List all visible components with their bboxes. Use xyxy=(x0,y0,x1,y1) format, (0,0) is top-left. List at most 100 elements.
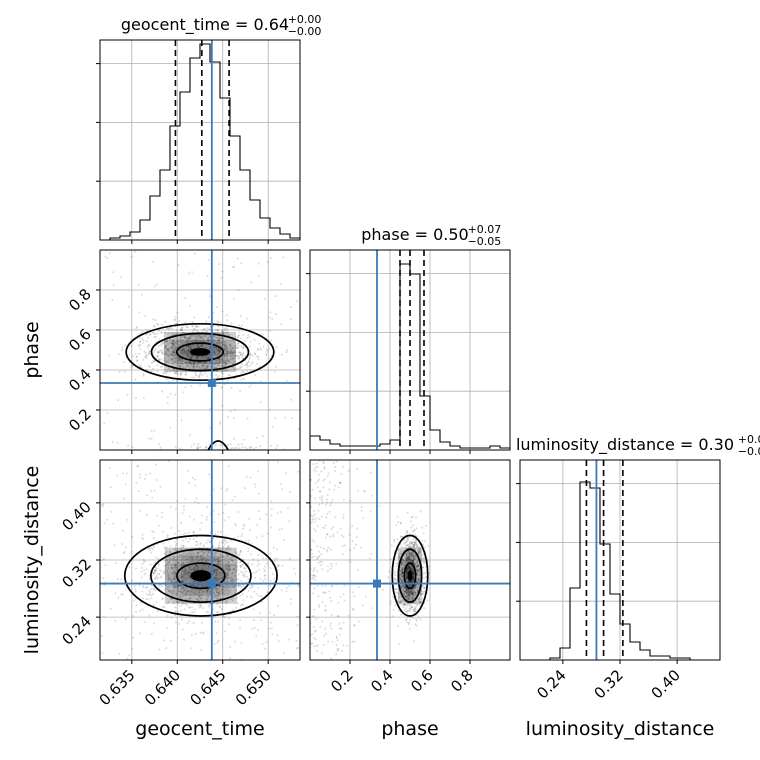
sample-point xyxy=(213,568,216,571)
sample-point xyxy=(158,338,161,341)
sample-point xyxy=(206,554,209,557)
sample-point xyxy=(184,594,187,596)
sample-point xyxy=(408,609,410,612)
sample-point xyxy=(198,594,201,597)
sample-point xyxy=(251,563,254,566)
sample-point xyxy=(186,352,189,355)
sample-point xyxy=(218,605,221,608)
sample-point xyxy=(408,589,411,592)
sample-point xyxy=(207,559,210,562)
sample-point xyxy=(265,348,268,351)
sample-point xyxy=(198,373,201,376)
sample-point xyxy=(184,373,187,376)
sample-point xyxy=(395,588,398,591)
sample-point xyxy=(332,533,335,536)
sample-point xyxy=(250,445,253,448)
sample-point xyxy=(411,592,414,595)
sample-point xyxy=(401,571,404,574)
sample-point xyxy=(338,622,341,625)
sample-point xyxy=(175,564,178,567)
sample-point xyxy=(239,352,242,354)
sample-point xyxy=(240,353,242,356)
sample-point xyxy=(330,562,333,565)
sample-point xyxy=(428,565,431,568)
sample-point xyxy=(162,340,165,343)
sample-point xyxy=(410,542,413,545)
sample-point xyxy=(195,324,198,327)
sample-point xyxy=(167,573,170,576)
sample-point xyxy=(418,546,421,549)
sample-point xyxy=(209,540,212,543)
tick-label-x-geocent_time: 0.640 xyxy=(141,666,184,709)
sample-point xyxy=(173,351,176,353)
sample-point xyxy=(205,366,208,369)
sample-point xyxy=(205,610,208,613)
sample-point xyxy=(245,575,248,578)
sample-point xyxy=(311,488,314,491)
sample-point xyxy=(212,334,215,337)
sample-point xyxy=(266,350,269,353)
sample-point xyxy=(216,641,219,644)
sample-point xyxy=(242,599,245,602)
sample-point xyxy=(142,597,145,600)
sample-point xyxy=(191,325,194,328)
sample-point xyxy=(229,591,232,594)
sample-point xyxy=(153,588,156,591)
sample-point xyxy=(417,598,420,601)
sample-point xyxy=(263,297,266,300)
sample-point xyxy=(162,530,164,533)
sample-point xyxy=(216,530,219,533)
sample-point xyxy=(217,341,220,344)
sample-point xyxy=(192,321,194,323)
sample-point xyxy=(224,360,227,363)
sample-point xyxy=(196,447,199,450)
tick-label-x-geocent_time: 0.635 xyxy=(96,666,139,709)
sample-point xyxy=(206,356,209,359)
sample-point xyxy=(162,353,165,356)
sample-point xyxy=(151,361,154,364)
sample-point xyxy=(323,634,326,637)
sample-point xyxy=(313,615,316,618)
sample-point xyxy=(149,548,151,551)
density-block xyxy=(204,547,213,556)
sample-point xyxy=(349,500,352,502)
sample-point xyxy=(318,490,321,493)
sample-point xyxy=(199,356,202,359)
density-block xyxy=(172,587,181,596)
sample-point xyxy=(182,586,185,589)
sample-point xyxy=(406,598,409,601)
sample-point xyxy=(219,341,222,344)
sample-point xyxy=(247,550,250,553)
sample-point xyxy=(408,556,411,559)
sample-point xyxy=(138,345,141,348)
sample-point xyxy=(407,550,410,553)
sample-point xyxy=(244,446,247,449)
sample-point xyxy=(126,518,129,521)
sample-point xyxy=(220,585,223,588)
sample-point xyxy=(219,530,222,533)
sample-point xyxy=(247,589,250,592)
sample-point xyxy=(225,345,228,348)
sample-point xyxy=(172,368,175,371)
sample-point xyxy=(193,364,196,367)
sample-point xyxy=(192,365,195,368)
sample-point xyxy=(349,549,352,552)
sample-point xyxy=(410,593,413,596)
sample-point xyxy=(405,547,408,550)
sample-point xyxy=(234,550,237,553)
sample-point xyxy=(411,545,414,548)
sample-point xyxy=(330,627,333,630)
sample-point xyxy=(202,590,205,593)
sample-point xyxy=(206,589,209,592)
sample-point xyxy=(266,562,269,565)
sample-point xyxy=(201,549,204,552)
sample-point xyxy=(255,635,258,638)
sample-point xyxy=(418,546,421,549)
sample-point xyxy=(247,547,250,550)
sample-point xyxy=(295,640,298,642)
sample-point xyxy=(230,349,233,352)
sample-point xyxy=(411,597,414,599)
sample-point xyxy=(180,591,183,593)
sample-point xyxy=(165,360,168,363)
sample-point xyxy=(135,355,138,358)
